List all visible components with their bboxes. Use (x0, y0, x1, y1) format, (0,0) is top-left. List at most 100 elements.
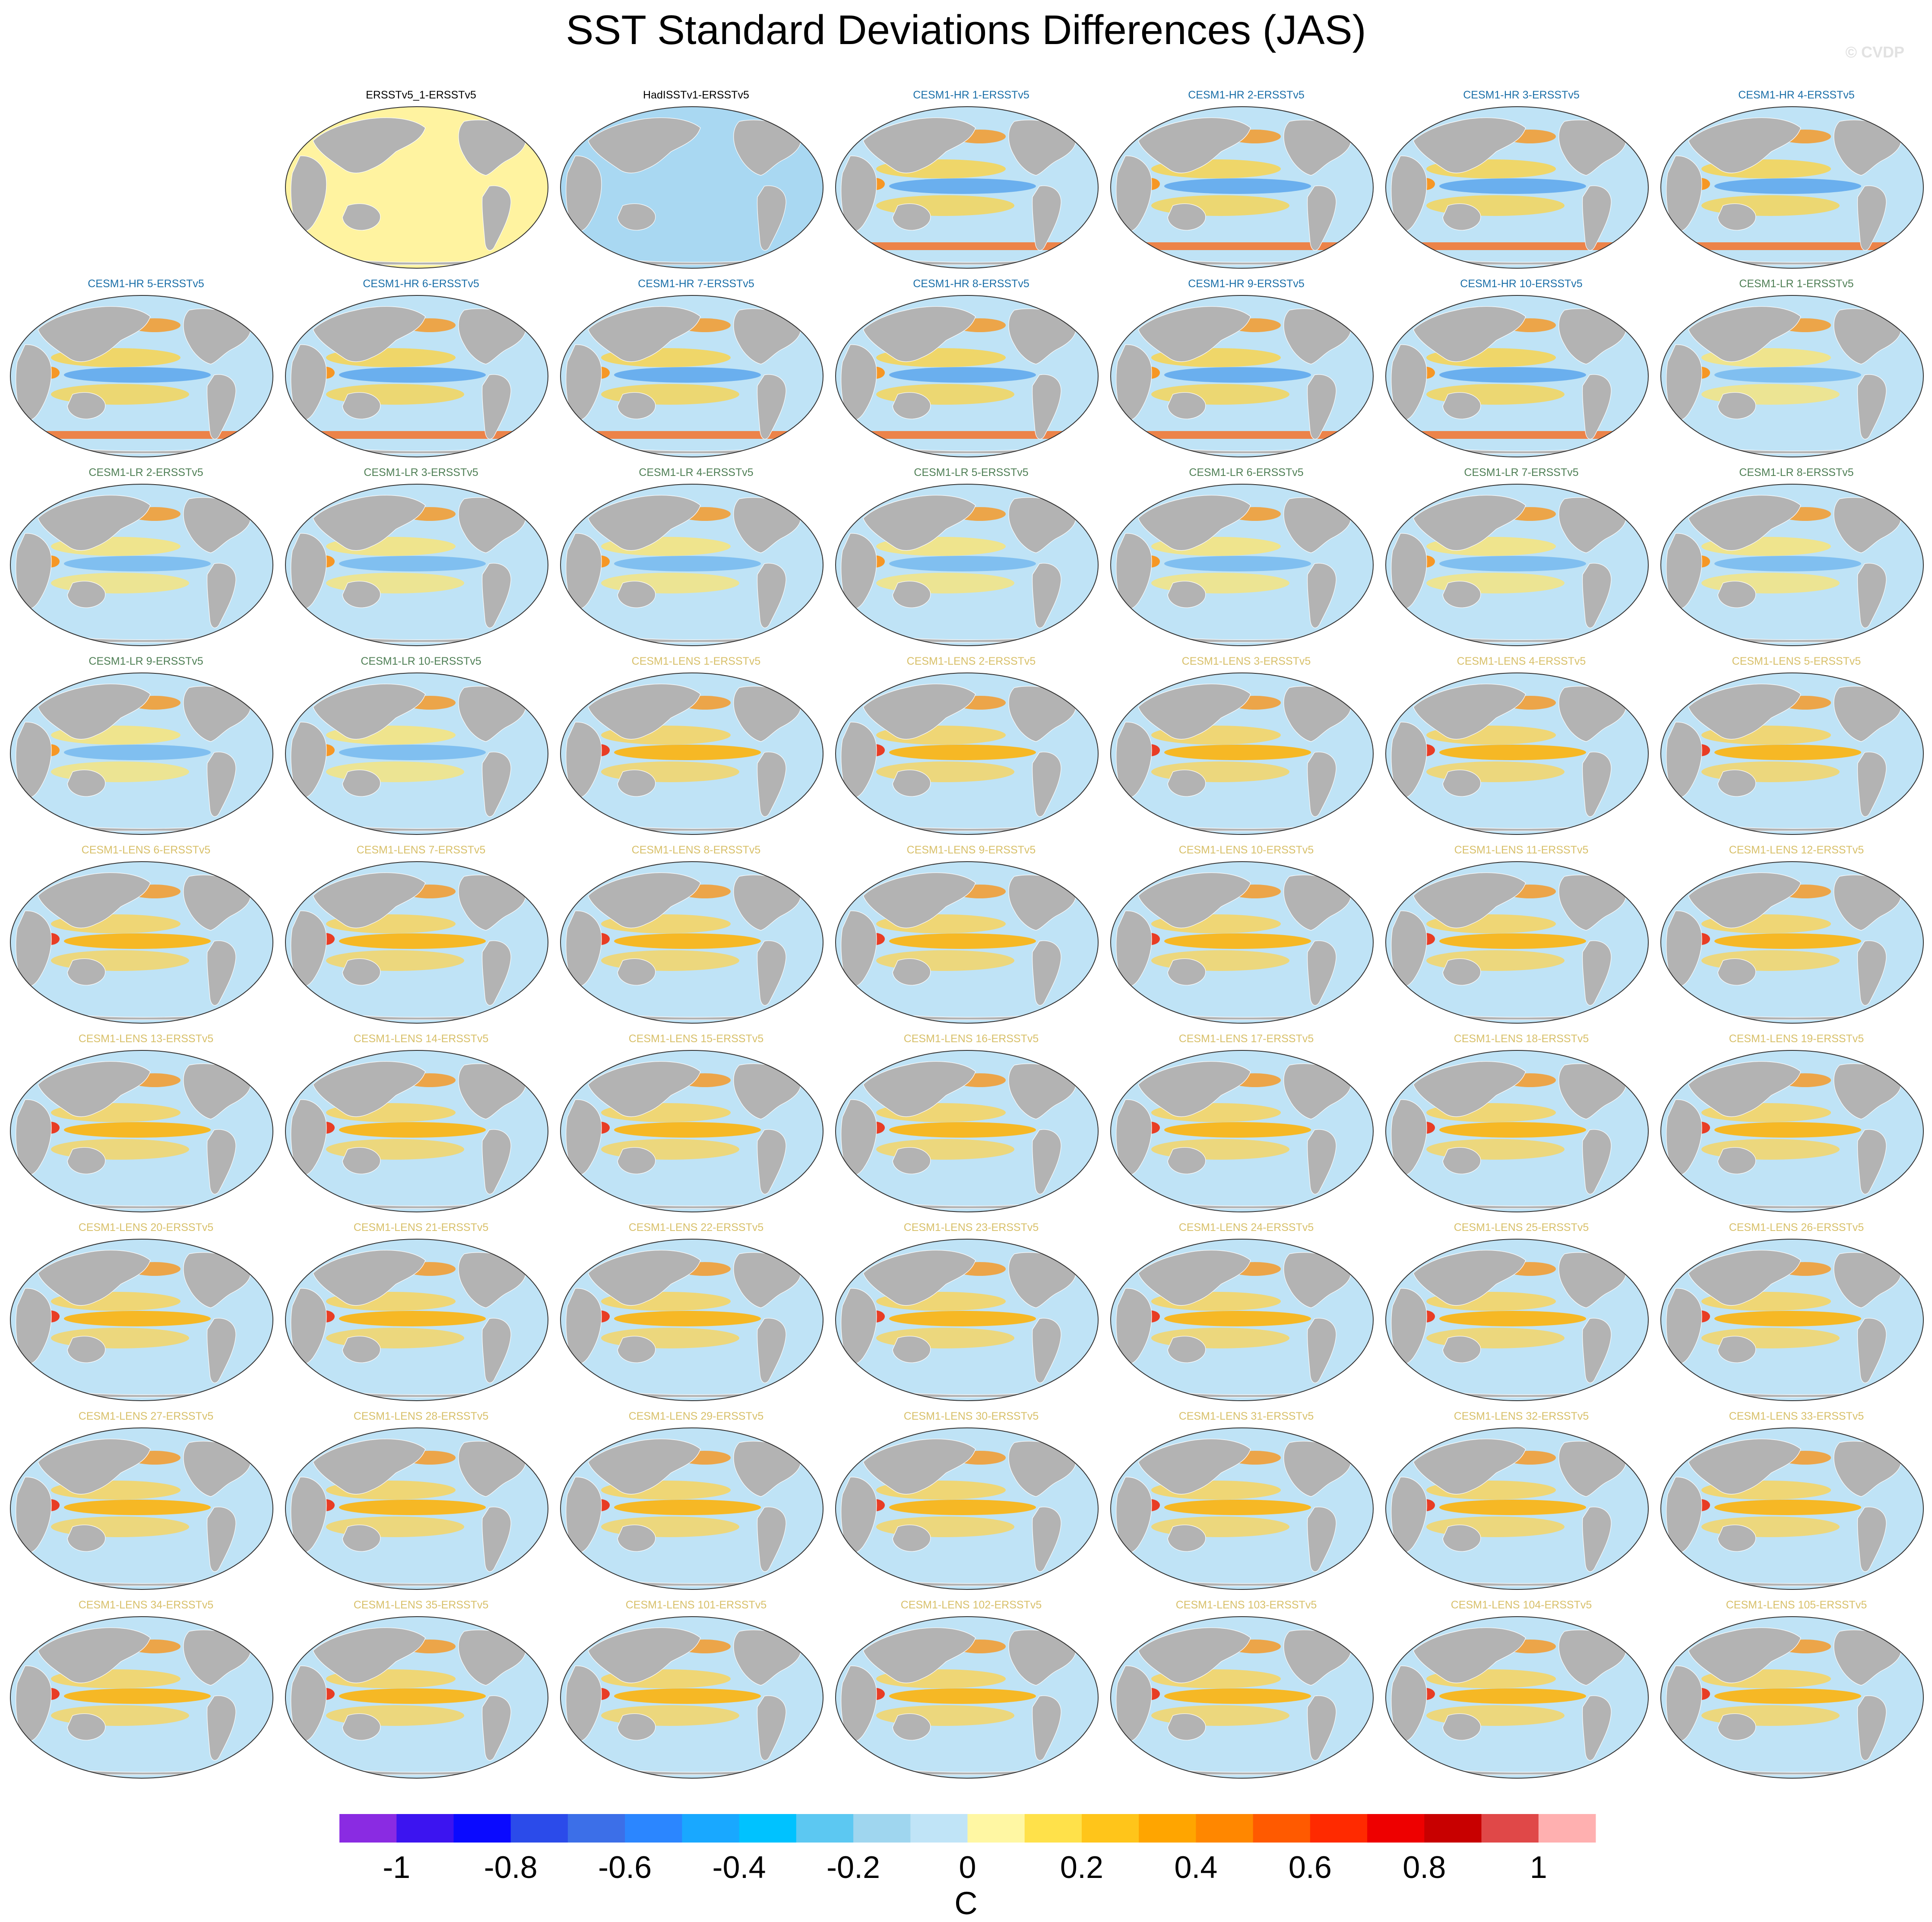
colorbar-swatch (796, 1814, 854, 1843)
land-mass (1857, 563, 1887, 628)
panel-title: CESM1-LR 5-ERSSTv5 (914, 466, 1029, 479)
panel-map (560, 672, 823, 835)
map-panel: CESM1-LENS 27-ERSSTv5 (8, 1410, 284, 1597)
land-mass (38, 683, 151, 740)
land-mass (1307, 940, 1337, 1006)
panel-map (835, 672, 1099, 835)
land-mass (841, 1288, 877, 1364)
map-border (835, 106, 1099, 269)
panel-map (1660, 1616, 1924, 1779)
map-panel: CESM1-LENS 22-ERSSTv5 (558, 1221, 834, 1408)
southern-ocean-band (1386, 431, 1648, 439)
southern-ocean-band (1661, 242, 1923, 250)
land-mass (1857, 374, 1887, 440)
equatorial-band (614, 1311, 761, 1326)
land-mass (588, 683, 701, 740)
land-mass (1307, 1507, 1337, 1572)
panel-title: CESM1-LENS 1-ERSSTv5 (631, 655, 761, 667)
panel-title: CESM1-LR 8-ERSSTv5 (1739, 466, 1854, 479)
land-mass (1391, 533, 1427, 609)
land-mass (313, 1250, 426, 1306)
colorbar-swatch (1253, 1814, 1311, 1843)
map-panel: CESM1-LENS 33-ERSSTv5 (1658, 1410, 1932, 1597)
colorbar-tick-label: 0.8 (1403, 1850, 1446, 1885)
panel-map (835, 1239, 1099, 1401)
map-panel: CESM1-LENS 35-ERSSTv5 (283, 1598, 559, 1786)
land-mass (1116, 910, 1152, 987)
map-border (1385, 1050, 1649, 1212)
panel-title: CESM1-HR 9-ERSSTv5 (1188, 278, 1305, 290)
colorbar-unit-label: C (954, 1885, 978, 1921)
land-mass (342, 958, 381, 986)
panel-title: CESM1-LR 10-ERSSTv5 (361, 655, 481, 667)
colorbar-swatch (1424, 1814, 1482, 1843)
map-panel: CESM1-LR 9-ERSSTv5 (8, 655, 284, 842)
panel-map (560, 484, 823, 646)
map-border (10, 295, 273, 457)
land-mass (1857, 1129, 1887, 1195)
equatorial-band (614, 1122, 761, 1138)
land-mass (863, 1438, 976, 1495)
land-mass (313, 306, 426, 362)
equatorial-band (64, 1688, 211, 1704)
land-mass (757, 374, 786, 440)
land-mass (892, 1524, 931, 1552)
equatorial-band (64, 1122, 211, 1138)
map-border (10, 672, 273, 835)
map-panel: CESM1-LR 4-ERSSTv5 (558, 466, 834, 653)
land-mass (481, 1129, 511, 1195)
map-panel: CESM1-HR 1-ERSSTv5 (833, 89, 1109, 276)
land-mass (342, 1524, 381, 1552)
colorbar: -1 -0.8 -0.6 -0.4 -0.2 0 0.2 0.4 0.6 0.8 1 (339, 1814, 1596, 1885)
panel-map (285, 1427, 548, 1590)
land-mass (1666, 722, 1702, 798)
panel-map (10, 484, 273, 646)
land-mass (1666, 1288, 1702, 1364)
land-mass (1666, 1665, 1702, 1742)
land-mass (38, 1438, 151, 1495)
land-mass (313, 117, 426, 174)
land-mass (892, 203, 931, 231)
map-panel: CESM1-LENS 8-ERSSTv5 (558, 844, 834, 1031)
map-border (1660, 1239, 1924, 1401)
southern-ocean-band (1386, 242, 1648, 250)
land-mass (1413, 1061, 1526, 1117)
map-panel: CESM1-LR 5-ERSSTv5 (833, 466, 1109, 653)
land-mass (1391, 1477, 1427, 1553)
land-mass (1167, 1147, 1206, 1174)
equatorial-band (889, 1500, 1036, 1515)
equatorial-band (1714, 367, 1861, 383)
land-mass (1666, 910, 1702, 987)
colorbar-swatch (853, 1814, 911, 1843)
panel-title: CESM1-LENS 8-ERSSTv5 (631, 844, 761, 856)
land-mass (841, 155, 877, 232)
land-mass (757, 1507, 786, 1572)
map-panel: HadISSTv1-ERSSTv5 (558, 89, 834, 276)
map-panel: CESM1-LENS 17-ERSSTv5 (1108, 1032, 1384, 1220)
panel-title: CESM1-HR 2-ERSSTv5 (1188, 89, 1305, 101)
land-mass (1307, 374, 1337, 440)
map-border (10, 1050, 273, 1212)
map-border (1660, 1616, 1924, 1779)
map-border (1110, 861, 1374, 1024)
land-mass (1116, 1288, 1152, 1364)
southern-ocean-band (10, 431, 273, 439)
land-mass (1307, 1129, 1337, 1195)
land-mass (1116, 155, 1152, 232)
map-panel: CESM1-LENS 34-ERSSTv5 (8, 1598, 284, 1786)
colorbar-swatch (1024, 1814, 1082, 1843)
land-mass (1582, 185, 1612, 251)
map-border (1660, 484, 1924, 646)
land-mass (1717, 580, 1756, 608)
land-mass (1167, 1335, 1206, 1363)
panel-map (560, 861, 823, 1024)
land-mass (342, 1335, 381, 1363)
map-panel: CESM1-LENS 103-ERSSTv5 (1108, 1598, 1384, 1786)
land-mass (841, 344, 877, 421)
map-panel: CESM1-LENS 31-ERSSTv5 (1108, 1410, 1384, 1597)
map-border (835, 1239, 1099, 1401)
map-panel: CESM1-HR 3-ERSSTv5 (1383, 89, 1660, 276)
map-border (1385, 106, 1649, 269)
land-mass (892, 1713, 931, 1741)
panel-map (1385, 1239, 1649, 1401)
